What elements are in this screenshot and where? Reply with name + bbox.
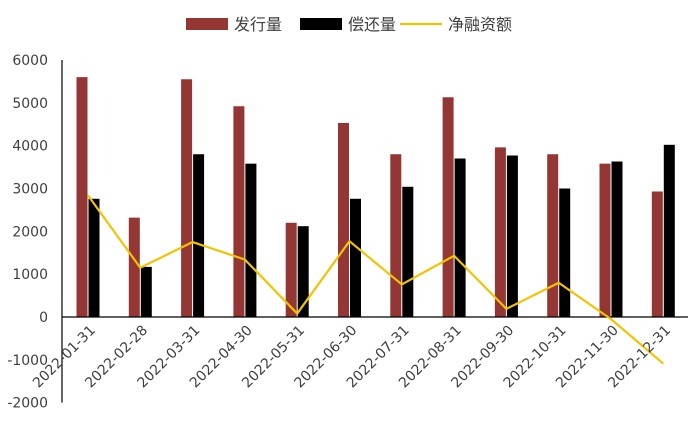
bar-issuance-2022-02-28: [129, 218, 140, 317]
bar-issuance-2022-11-30: [600, 164, 611, 317]
bar-issuance-2022-09-30: [495, 147, 506, 317]
bar-repayment-2022-10-31: [559, 189, 570, 318]
y-tick-label: 2000: [12, 224, 48, 240]
y-tick-label: 0: [39, 310, 48, 326]
legend-swatch-repayment: [300, 18, 342, 30]
bar-repayment-2022-07-31: [402, 187, 413, 317]
bar-repayment-2022-04-30: [245, 164, 256, 317]
y-tick-label: 3000: [12, 182, 48, 198]
bar-issuance-2022-12-31: [652, 191, 663, 317]
y-tick-label: 5000: [12, 96, 48, 112]
bar-repayment-2022-03-31: [193, 154, 204, 317]
y-tick-label: 6000: [12, 53, 48, 69]
bar-repayment-2022-05-31: [298, 226, 309, 317]
bar-repayment-2022-12-31: [664, 145, 675, 317]
bar-repayment-2022-06-30: [350, 199, 361, 317]
y-tick-label: 1000: [12, 267, 48, 283]
bar-repayment-2022-02-28: [141, 267, 152, 317]
bar-issuance-2022-03-31: [181, 79, 192, 317]
legend-label-net-financing: 净融资额: [448, 15, 512, 34]
line-layer: [88, 195, 663, 363]
bar-issuance-2022-04-30: [233, 106, 244, 317]
legend-label-repayment: 偿还量: [348, 15, 396, 34]
y-tick-label: 4000: [12, 139, 48, 155]
bar-issuance-2022-01-31: [77, 77, 88, 317]
bar-issuance-2022-10-31: [547, 154, 558, 317]
bar-repayment-2022-08-31: [455, 159, 466, 317]
bar-repayment-2022-01-31: [89, 199, 100, 317]
legend: 发行量 偿还量 净融资额: [186, 15, 512, 34]
bar-issuance-2022-07-31: [390, 154, 401, 317]
bar-issuance-2022-08-31: [443, 97, 454, 317]
y-tick-label: -2000: [7, 396, 48, 412]
bar-issuance-2022-06-30: [338, 123, 349, 317]
bar-repayment-2022-11-30: [612, 162, 623, 317]
line-net-financing: [88, 195, 663, 363]
bar-repayment-2022-09-30: [507, 156, 518, 317]
legend-swatch-issuance: [186, 18, 228, 30]
y-tick-label: -1000: [7, 353, 48, 369]
bar-layer: [77, 77, 675, 317]
legend-label-issuance: 发行量: [234, 15, 282, 34]
